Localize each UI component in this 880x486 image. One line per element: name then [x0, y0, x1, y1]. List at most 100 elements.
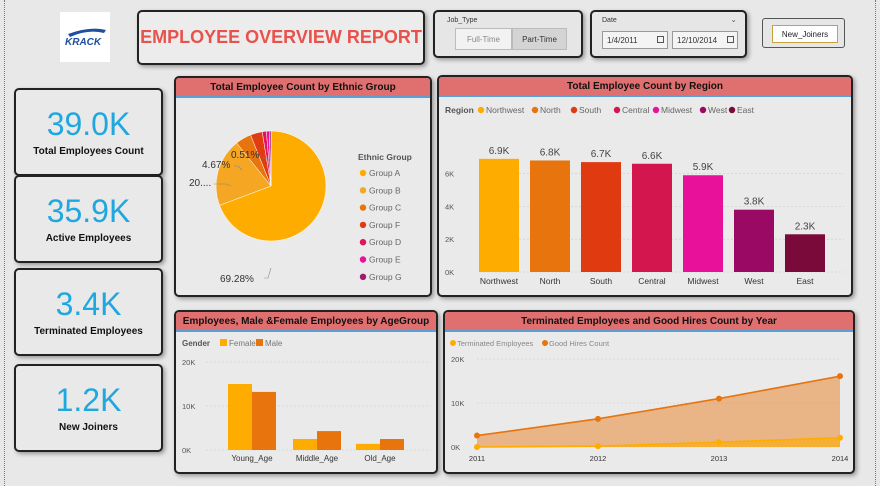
kpi-active-employees: 35.9K Active Employees: [14, 175, 163, 263]
chart-title: Total Employee Count by Region: [439, 77, 851, 97]
x-tick-label: Old_Age: [364, 454, 396, 463]
bar: [734, 209, 774, 272]
kpi-terminated-employees: 3.4K Terminated Employees: [14, 268, 163, 356]
bar-female: [228, 384, 252, 450]
bar: [479, 158, 519, 272]
legend-label: Group A: [369, 168, 401, 178]
data-label: 6.8K: [540, 147, 561, 158]
bar-female: [356, 443, 380, 450]
pie-data-label: 4.67%: [202, 160, 230, 171]
y-tick-label: 4K: [445, 202, 454, 211]
legend-dot: [652, 106, 660, 114]
page-border: [4, 0, 876, 486]
legend-label: Group E: [369, 255, 401, 265]
pie-data-label: 0.51%: [231, 150, 259, 161]
leader-line: [214, 183, 232, 187]
legend-dot: [477, 106, 485, 114]
start-date-value: 1/4/2011: [607, 35, 638, 45]
legend-dot: [699, 106, 707, 114]
pie-data-label: 69.28%: [220, 274, 254, 285]
hires-chart-panel: Terminated Employees and Good Hires Coun…: [443, 310, 855, 474]
data-label: 6.6K: [642, 151, 663, 162]
calendar-icon[interactable]: [727, 36, 734, 43]
end-date-value: 12/10/2014: [677, 35, 718, 45]
legend-label: East: [737, 105, 755, 115]
kpi-value: 35.9K: [46, 193, 131, 229]
ethnic-group-pie-chart: 69.28% 20.... 4.67%0.51% Ethnic Group Group …: [189, 130, 412, 285]
date-slicer: Date ⌄ 1/4/2011 12/10/2014: [590, 10, 747, 58]
svg-text:KRACK: KRACK: [65, 37, 102, 48]
calendar-icon[interactable]: [657, 36, 664, 43]
x-tick-label: Middle_Age: [296, 454, 339, 463]
data-label: 3.8K: [744, 197, 765, 208]
y-tick-label: 6K: [445, 170, 454, 179]
x-tick-label: West: [744, 276, 764, 286]
legend-label: Group G: [369, 272, 402, 282]
bar: [632, 163, 672, 272]
legend-label: West: [708, 105, 728, 115]
data-label: 6.9K: [489, 146, 510, 157]
age-legend-title: Gender: [182, 339, 210, 348]
legend-dot: [359, 239, 367, 246]
legend-dot: [450, 340, 456, 346]
y-tick-label: 2K: [445, 235, 454, 244]
chart-title: Terminated Employees and Good Hires Coun…: [445, 312, 853, 332]
legend-label: Male: [265, 339, 283, 348]
bar-female: [293, 439, 317, 450]
data-point: [837, 434, 843, 441]
leader-line: [264, 267, 272, 279]
y-tick-label: 0K: [451, 443, 460, 452]
x-tick-label: 2013: [711, 454, 728, 463]
legend-label: Terminated Employees: [457, 339, 534, 348]
full-time-button[interactable]: Full-Time: [455, 28, 512, 50]
x-tick-label: Young_Age: [231, 454, 273, 463]
bar: [530, 160, 570, 272]
bar-male: [317, 431, 341, 450]
legend-dot: [359, 273, 367, 280]
data-point: [474, 444, 480, 450]
bar-male: [380, 439, 404, 450]
new-joiners-button[interactable]: New_Joiners: [772, 25, 838, 43]
bar: [581, 162, 621, 272]
chart-title: Employees, Male &Female Employees by Age…: [176, 312, 436, 332]
legend-dot: [542, 340, 548, 346]
kpi-label: New Joiners: [59, 422, 118, 433]
legend-swatch: [220, 339, 227, 346]
kpi-label: Terminated Employees: [34, 326, 143, 337]
bar: [785, 234, 825, 272]
bar-male: [252, 391, 276, 450]
krack-logo-icon: KRACK: [65, 28, 106, 48]
legend-dot: [359, 187, 367, 194]
data-point: [716, 439, 722, 446]
start-date-input[interactable]: 1/4/2011: [602, 31, 668, 49]
region-chart-panel: Total Employee Count by Region Region Nor…: [437, 75, 853, 297]
legend-dot: [613, 106, 621, 114]
company-logo: KRACK: [60, 12, 110, 62]
legend-label: Midwest: [661, 105, 693, 115]
legend-dot: [728, 106, 736, 114]
end-date-input[interactable]: 12/10/2014: [672, 31, 738, 49]
data-point: [716, 395, 722, 402]
chevron-down-icon[interactable]: ⌄: [730, 15, 737, 24]
y-tick-label: 20K: [451, 355, 464, 364]
legend-dot: [531, 106, 539, 114]
data-label: 6.7K: [591, 149, 612, 160]
report-title-card: EMPLOYEE OVERVIEW REPORT: [137, 10, 425, 65]
line-good-hires: [476, 375, 841, 437]
age-group-chart-panel: Employees, Male &Female Employees by Age…: [174, 310, 438, 474]
chart-title: Total Employee Count by Ethnic Group: [176, 78, 430, 98]
x-tick-label: 2011: [469, 454, 485, 463]
legend-label: Good Hires Count: [549, 339, 610, 348]
pie-slice-group-b: [215, 142, 272, 206]
x-tick-label: Central: [638, 276, 666, 286]
part-time-button[interactable]: Part-Time: [512, 28, 567, 50]
legend-swatch: [256, 339, 263, 346]
y-tick-label: 0K: [445, 268, 454, 277]
legend-label: Group D: [369, 237, 401, 247]
region-legend-title: Region: [445, 105, 474, 115]
legend-dot: [359, 204, 367, 211]
x-tick-label: 2014: [832, 454, 849, 463]
x-tick-label: Northwest: [480, 276, 519, 286]
new-joiners-button-frame: New_Joiners: [762, 18, 845, 48]
x-tick-label: Midwest: [687, 276, 719, 286]
